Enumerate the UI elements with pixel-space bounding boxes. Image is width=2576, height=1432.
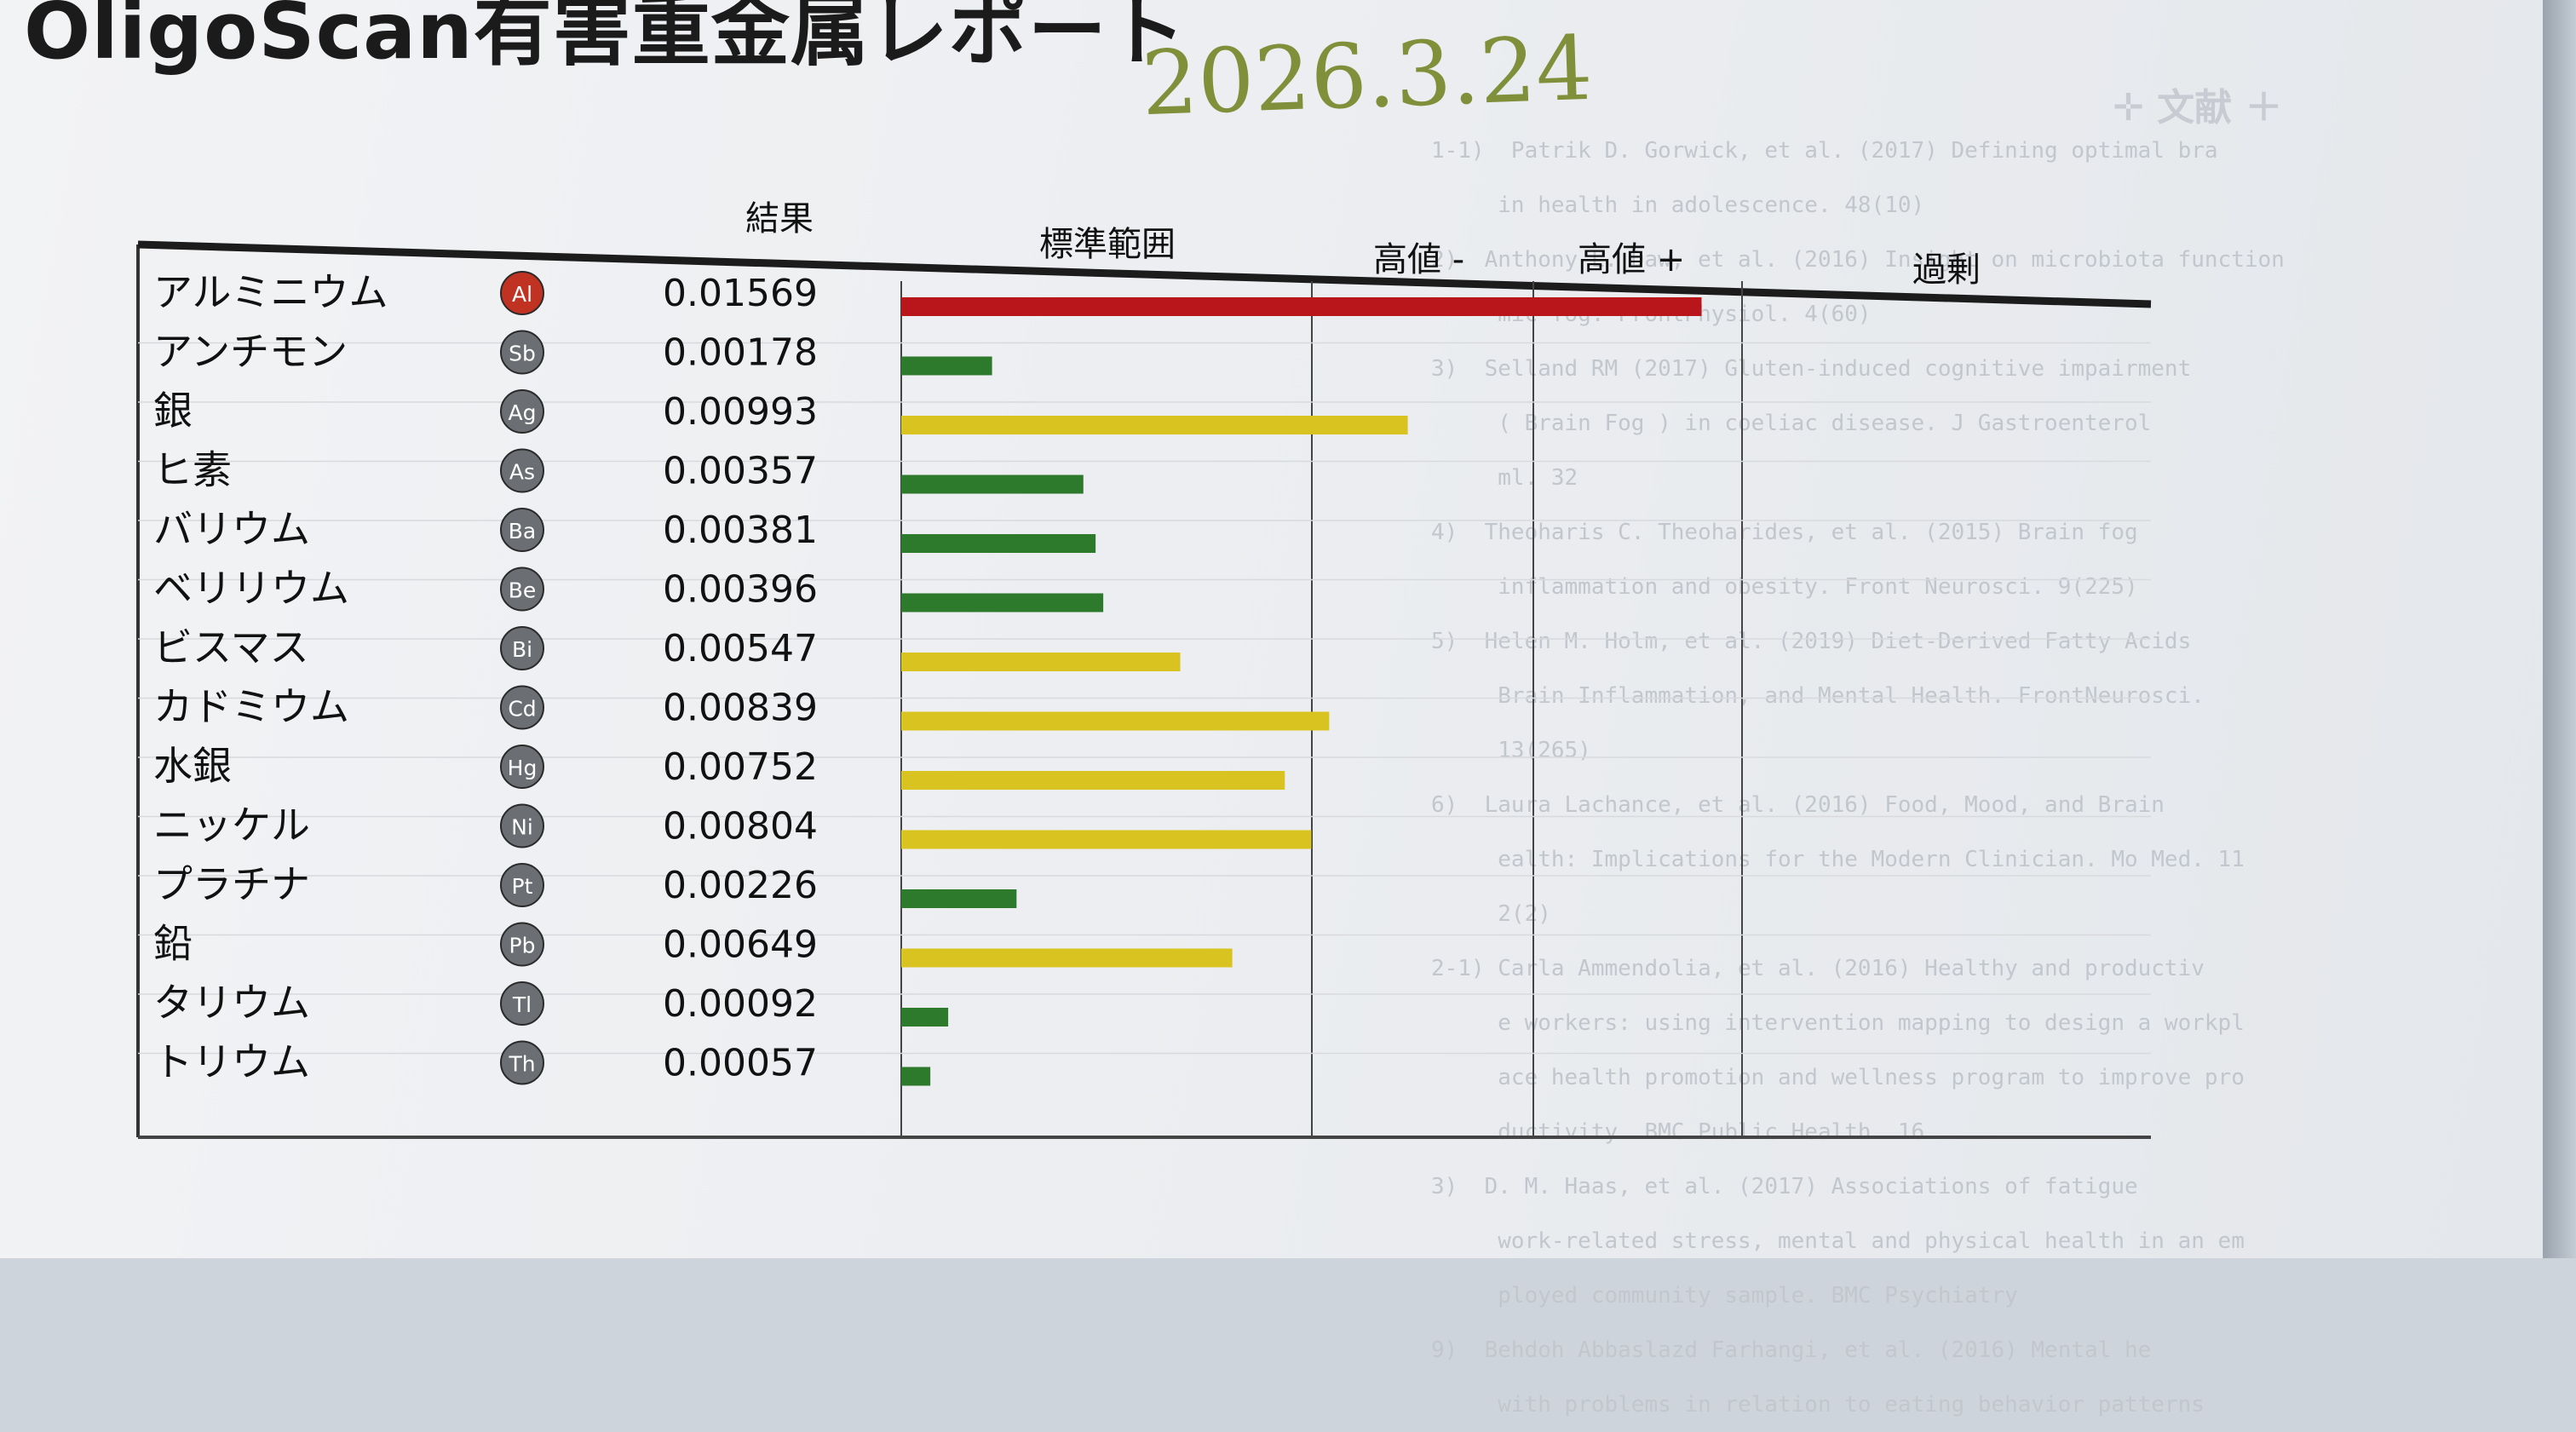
element-badge: [500, 685, 544, 730]
data-label: 0.00993: [663, 390, 818, 434]
element-symbol: Pt: [512, 874, 533, 899]
element-symbol: Pb: [509, 934, 536, 958]
column-headers: 結果 標準範囲 高値 - 高値 + 過剰: [745, 199, 1981, 290]
element-name: 水銀: [153, 743, 232, 789]
chart-row: アンチモン Sb 0.00178: [153, 329, 992, 376]
element-name: トリウム: [153, 1039, 310, 1085]
bar: [901, 1067, 931, 1086]
report-paper: [0, 0, 2543, 1258]
data-label: 0.00752: [663, 745, 818, 789]
element-name: ビスマス: [153, 624, 309, 670]
element-badge: [500, 745, 544, 789]
header-excess: 過剰: [1912, 250, 1981, 290]
chart-row: 銀 Ag 0.00993: [153, 388, 1408, 434]
data-label: 0.00649: [663, 923, 818, 967]
bar: [901, 771, 1285, 790]
element-name: ヒ素: [153, 447, 232, 493]
bar: [901, 711, 1330, 731]
chart-row: タリウム Tl 0.00092: [153, 980, 949, 1027]
data-label: 0.00547: [663, 627, 818, 670]
element-name: 鉛: [153, 921, 193, 967]
data-label: 0.00839: [663, 687, 818, 730]
gridlines: [138, 281, 2151, 1137]
element-symbol: Tl: [512, 992, 532, 1017]
element-symbol: As: [509, 460, 535, 485]
chart-row: アルミニウム Al 0.01569: [153, 269, 1702, 316]
page-edge: [2543, 0, 2576, 1258]
element-badge: [500, 626, 544, 670]
bar: [901, 534, 1096, 553]
element-badge: [500, 508, 544, 552]
data-label: 0.00178: [663, 331, 818, 375]
element-badge: [500, 389, 544, 434]
element-badge: [500, 448, 544, 493]
element-badge: [500, 1040, 544, 1085]
element-symbol: Ni: [511, 815, 533, 840]
element-name: プラチナ: [153, 861, 310, 907]
top-rule: [137, 240, 2152, 308]
element-symbol: Bi: [512, 637, 532, 662]
header-result: 結果: [745, 199, 814, 239]
data-label: 0.00357: [663, 450, 818, 493]
chart-row: バリウム Ba 0.00381: [153, 506, 1096, 553]
chart-row: ベリリウム Be 0.00396: [153, 566, 1104, 612]
element-badge: [500, 566, 544, 612]
element-badge: [500, 803, 544, 848]
chart-rows: アルミニウム Al 0.01569 アンチモン Sb 0.00178 銀 Ag 0.00993 ヒ…: [153, 269, 1702, 1086]
data-label: 0.00381: [663, 509, 818, 552]
data-label: 0.01569: [663, 272, 818, 315]
element-symbol: Cd: [508, 697, 536, 722]
element-symbol: Al: [512, 282, 532, 307]
element-name: アルミニウム: [153, 269, 388, 315]
chart-row: 水銀 Hg 0.00752: [153, 743, 1285, 790]
header-standard: 標準範囲: [1039, 225, 1176, 264]
report-title: OligoScan有害重金属レポート: [24, 0, 1187, 77]
chart-row: ヒ素 As 0.00357: [153, 447, 1084, 494]
bar: [901, 1008, 949, 1027]
chart-row: プラチナ Pt 0.00226: [153, 861, 1017, 908]
data-label: 0.00226: [663, 864, 818, 907]
data-label: 0.00057: [663, 1042, 818, 1085]
element-symbol: Th: [508, 1052, 535, 1077]
chart-frame: [136, 240, 2152, 1139]
element-name: バリウム: [153, 506, 310, 552]
bar: [901, 653, 1181, 671]
bleed-through-text: ✛ 文献 ＋: [2113, 86, 2283, 129]
element-name: タリウム: [153, 980, 310, 1026]
element-name: ベリリウム: [153, 566, 349, 612]
element-badge: [500, 863, 544, 907]
element-name: カドミウム: [153, 684, 349, 730]
heavy-metal-bar-chart: 結果 標準範囲 高値 - 高値 + 過剰 アルミニウム Al 0.01569 アンチモ…: [136, 199, 2152, 1139]
bar: [901, 948, 1233, 968]
header-high-minus: 高値 -: [1373, 240, 1464, 279]
element-name: アンチモン: [153, 329, 348, 375]
bar: [901, 593, 1104, 612]
element-name: 銀: [153, 388, 193, 434]
element-name: ニッケル: [153, 802, 310, 848]
element-badge: [500, 922, 544, 967]
data-label: 0.00396: [663, 568, 818, 612]
bar: [901, 356, 992, 376]
element-symbol: Hg: [508, 756, 538, 780]
chart-row: ビスマス Bi 0.00547: [153, 624, 1181, 671]
header-high-plus: 高値 +: [1578, 240, 1685, 279]
chart-row: カドミウム Cd 0.00839: [153, 684, 1330, 731]
element-badge: [500, 981, 544, 1026]
chart-row: トリウム Th 0.00057: [153, 1039, 931, 1086]
element-symbol: Be: [509, 578, 537, 603]
bar: [901, 889, 1017, 908]
element-symbol: Ag: [509, 400, 537, 425]
chart-row: 鉛 Pb 0.00649: [153, 921, 1233, 968]
bar: [901, 830, 1312, 849]
data-label: 0.00804: [663, 805, 818, 848]
bar: [901, 297, 1702, 316]
element-symbol: Sb: [509, 342, 536, 366]
bar: [901, 416, 1408, 434]
element-badge: [500, 271, 544, 315]
chart-row: ニッケル Ni 0.00804: [153, 802, 1312, 849]
data-label: 0.00092: [663, 982, 818, 1026]
element-badge: [500, 330, 544, 375]
bar: [901, 474, 1084, 494]
element-symbol: Ba: [509, 519, 536, 543]
